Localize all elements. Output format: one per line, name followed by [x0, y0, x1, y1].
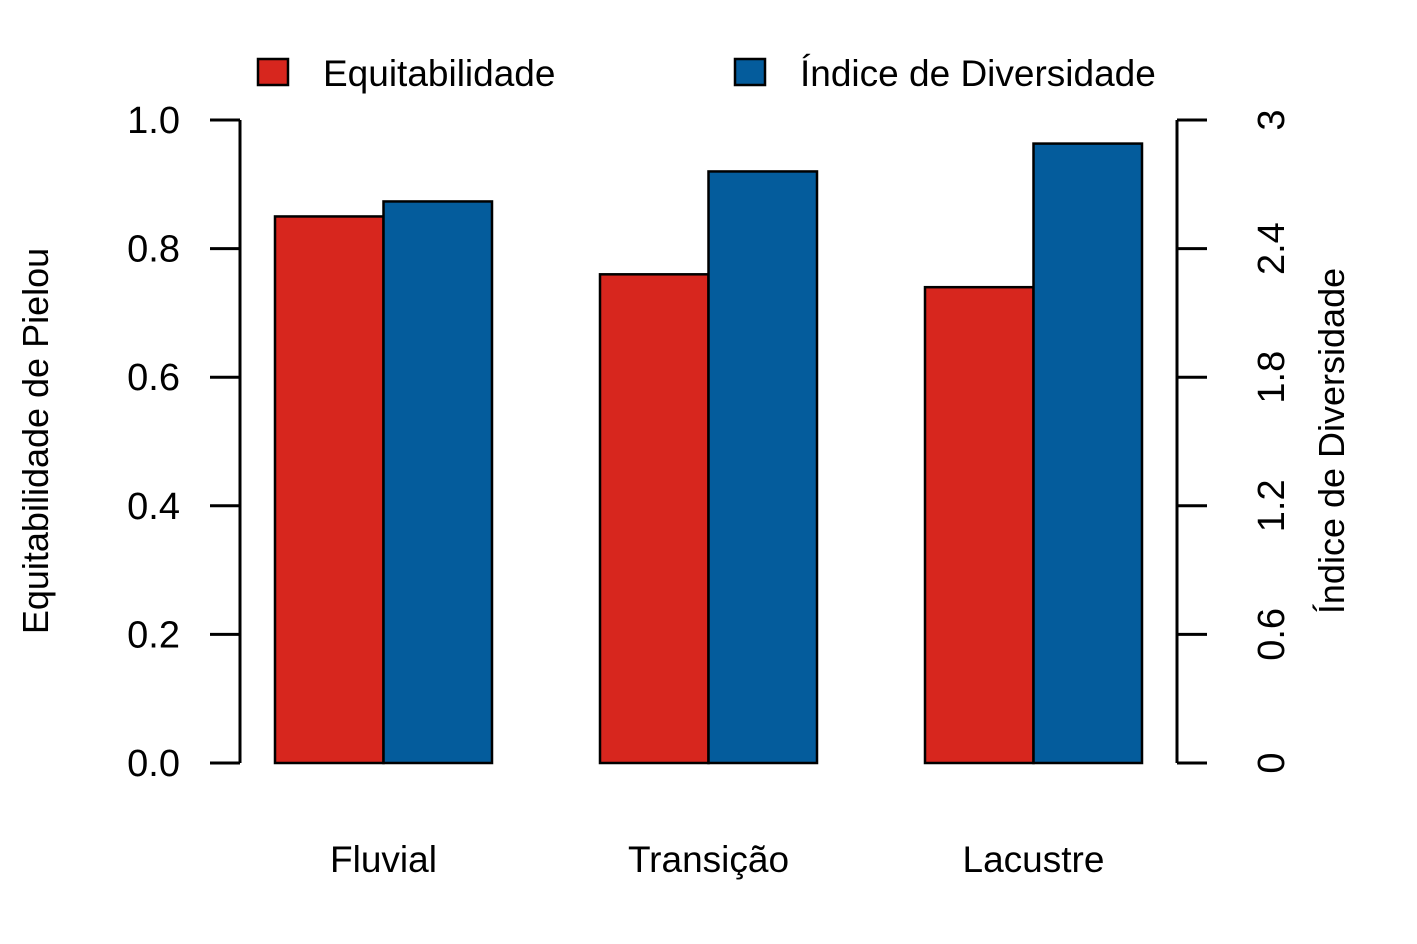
category-label: Lacustre: [963, 839, 1105, 880]
right-tick-label: 0.6: [1251, 608, 1293, 661]
left-tick-label: 0.4: [127, 486, 180, 528]
bar-equitabilidade-0: [273, 215, 385, 765]
left-y-axis-title: Equitabilidade de Pielou: [15, 248, 56, 634]
left-tick-label: 0.6: [127, 357, 180, 399]
left-tick-label: 1.0: [127, 100, 180, 142]
left-y-axis: 0.0 0.2 0.4 0.6 0.8 1.0: [127, 100, 242, 785]
category-label: Fluvial: [330, 839, 437, 880]
category-labels: Fluvial Transição Lacustre: [330, 839, 1104, 880]
bar-diversidade-2: [1032, 142, 1144, 765]
bar-diversidade-0: [382, 200, 494, 765]
right-tick-label: 3: [1251, 109, 1293, 130]
legend-label: Equitabilidade: [323, 53, 555, 94]
legend: Equitabilidade Índice de Diversidade: [256, 53, 1156, 94]
right-tick-label: 1.8: [1251, 351, 1293, 404]
category-label: Transição: [628, 839, 789, 880]
legend-swatch: [256, 57, 290, 87]
bars: [273, 142, 1144, 765]
left-tick-label: 0.8: [127, 229, 180, 271]
bar-equitabilidade-2: [923, 285, 1035, 765]
right-tick-label: 0: [1251, 752, 1293, 773]
right-y-axis: 0 0.6 1.2 1.8 2.4 3: [1175, 109, 1293, 774]
left-tick-label: 0.2: [127, 614, 180, 656]
legend-label: Índice de Diversidade: [800, 53, 1156, 94]
left-tick-label: 0.0: [127, 743, 180, 785]
right-tick-label: 2.4: [1251, 222, 1293, 275]
right-tick-label: 1.2: [1251, 479, 1293, 532]
bar-equitabilidade-1: [598, 273, 710, 765]
legend-swatch: [733, 57, 767, 87]
bar-diversidade-1: [707, 170, 819, 765]
right-y-axis-title: Índice de Diversidade: [1311, 268, 1352, 614]
